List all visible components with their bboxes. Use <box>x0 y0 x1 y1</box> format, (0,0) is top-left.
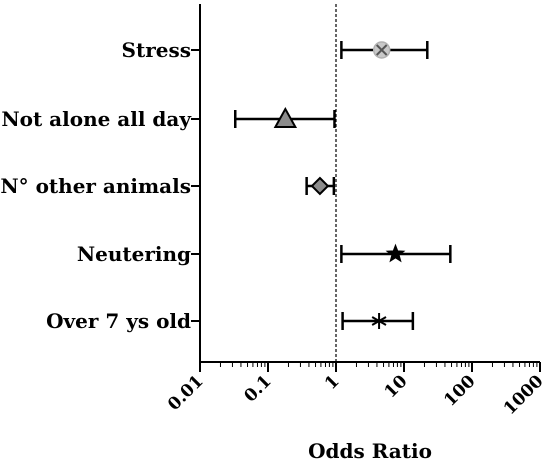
x-tick-label: 1 <box>321 371 344 394</box>
x-tick-label: 1000 <box>500 371 548 419</box>
category-label: Neutering <box>77 242 191 266</box>
point-estimate-asterisk <box>371 313 387 329</box>
forest-row <box>340 41 429 59</box>
category-label: N° other animals <box>0 174 191 198</box>
x-tick-label: 100 <box>440 371 479 410</box>
point-estimate-diamond <box>310 176 330 196</box>
data-rows <box>234 41 452 330</box>
x-axis-title: Odds Ratio <box>308 439 432 463</box>
forest-row <box>234 106 336 128</box>
category-labels: Stress Not alone all day N° other animals N… <box>0 38 200 333</box>
point-estimate-circle-x <box>372 41 391 59</box>
forest-row <box>340 243 452 263</box>
point-estimate-triangle <box>273 106 298 128</box>
category-label: Over 7 ys old <box>46 309 191 333</box>
x-tick-label: 10 <box>381 371 412 402</box>
axes <box>199 4 540 363</box>
x-ticks: 0.01 0.1 1 10 100 1000 <box>164 362 548 419</box>
category-label: Stress <box>122 38 191 62</box>
forest-row <box>305 176 336 196</box>
point-estimate-star <box>385 243 406 263</box>
category-label: Not alone all day <box>1 107 192 131</box>
x-tick-label: 0.1 <box>240 371 275 406</box>
forest-row <box>341 312 415 330</box>
x-tick-label: 0.01 <box>164 371 207 414</box>
